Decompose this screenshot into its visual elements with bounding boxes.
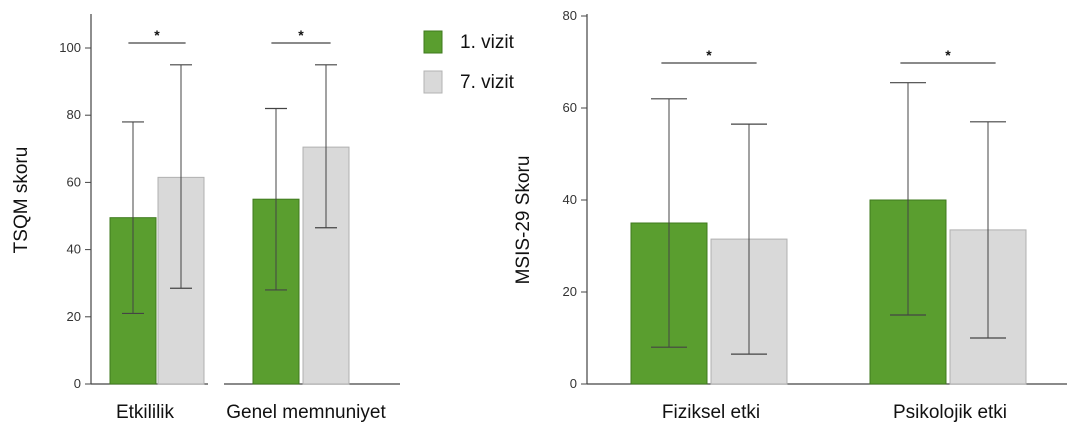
legend-label-visit7: 7. vizit — [460, 72, 515, 93]
y-tick-label: 60 — [563, 100, 577, 115]
category-label: Psikolojik etki — [893, 402, 1007, 423]
y-tick-label: 80 — [563, 8, 577, 23]
y-axis-label: TSQM skoru — [11, 147, 32, 254]
significance-marker: * — [945, 47, 951, 63]
y-tick-label: 20 — [67, 309, 81, 324]
y-tick-label: 80 — [67, 107, 81, 122]
significance-marker: * — [298, 27, 304, 43]
y-tick-label: 40 — [67, 242, 81, 257]
significance-marker: * — [154, 27, 160, 43]
legend-label-visit1: 1. vizit — [460, 32, 515, 53]
y-tick-label: 20 — [563, 284, 577, 299]
y-tick-label: 0 — [74, 376, 81, 391]
legend: 1. vizit 7. vizit — [423, 30, 515, 94]
legend-swatch-visit1 — [423, 30, 443, 54]
bar-visit1 — [252, 198, 300, 385]
msis-chart: 0 20 40 60 80 MSIS-29 Skoru * Fiziksel etki * Psi… — [513, 8, 1067, 423]
y-axis-label: MSIS-29 Skoru — [513, 156, 534, 285]
category-label: Etkililik — [116, 402, 175, 423]
y-tick-label: 0 — [570, 376, 577, 391]
y-tick-label: 40 — [563, 192, 577, 207]
category-label: Genel memnuniyet — [226, 402, 386, 423]
y-tick-label: 60 — [67, 174, 81, 189]
legend-swatch-visit7 — [423, 70, 443, 94]
category-label: Fiziksel etki — [662, 402, 760, 423]
y-tick-label: 100 — [59, 40, 81, 55]
significance-marker: * — [706, 47, 712, 63]
tsqm-chart: 0 20 40 60 80 100 TSQM skoru * Etkililik * Genel m… — [11, 14, 400, 423]
